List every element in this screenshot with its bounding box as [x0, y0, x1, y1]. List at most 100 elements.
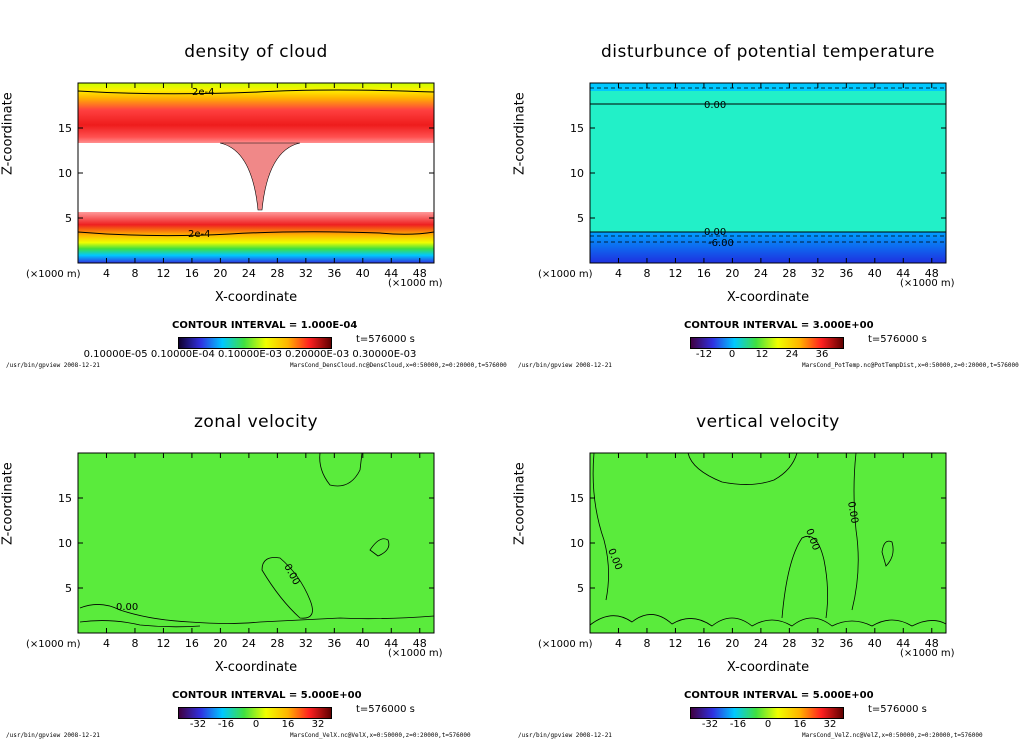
colorbar-label: 0 [252, 719, 260, 730]
panel-potential-temperature: disturbunce of potential temperature 0.0… [512, 0, 1024, 370]
x-tick-label: 12 [156, 637, 170, 650]
x-axis-label: X-coordinate [726, 290, 810, 305]
x-unit-right: (×1000 m) [388, 278, 443, 289]
x-tick-label: 12 [668, 267, 682, 280]
x-tick-label: 20 [213, 267, 227, 280]
colorbar [178, 707, 332, 719]
contour-line [79, 620, 201, 628]
x-tick-label: 8 [643, 267, 650, 280]
plot-area [590, 453, 946, 633]
x-tick-label: 4 [103, 267, 110, 280]
x-tick-label: 20 [213, 637, 227, 650]
x-tick-label: 24 [754, 637, 768, 650]
x-axis-label: X-coordinate [214, 660, 298, 675]
x-tick-label: 24 [242, 637, 256, 650]
contour-label: -6.00 [708, 238, 734, 249]
x-tick-label: 44 [896, 637, 910, 650]
x-tick-label: 28 [270, 637, 284, 650]
x-unit-left: (×1000 m) [538, 639, 593, 650]
contour-label: 2e-4 [192, 87, 215, 98]
y-tick-label: 5 [65, 582, 72, 595]
x-tick-label: 40 [356, 267, 370, 280]
x-tick-label: 12 [668, 637, 682, 650]
footer-right: MarsCond_VelX.nc@VelX,x=0:50000,z=0:2000… [290, 732, 471, 739]
contour-line [592, 452, 609, 601]
contour-interval: CONTOUR INTERVAL = 1.000E-04 [172, 320, 358, 331]
x-unit-left: (×1000 m) [26, 639, 81, 650]
x-tick-label: 28 [782, 637, 796, 650]
x-tick-label: 48 [413, 267, 427, 280]
x-tick-label: 8 [131, 267, 138, 280]
contour-interval: CONTOUR INTERVAL = 5.000E+00 [684, 690, 874, 701]
contour-interval: CONTOUR INTERVAL = 3.000E+00 [684, 320, 874, 331]
footer-right: MarsCond_DensCloud.nc@DensCloud,x=0:5000… [290, 362, 507, 369]
colorbar-label: 32 [823, 719, 837, 730]
footer-left: /usr/bin/gpview 2008-12-21 [518, 362, 612, 369]
contour-line [79, 604, 435, 624]
x-tick-label: 16 [697, 637, 711, 650]
x-tick-label: 24 [242, 267, 256, 280]
lower-band [590, 232, 946, 263]
contour-label: 0.00 [704, 100, 726, 111]
colorbar-label: -16 [729, 719, 747, 730]
x-tick-label: 4 [103, 637, 110, 650]
footer-right: MarsCond_PotTemp.nc@PotTempDist,x=0:5000… [802, 362, 1019, 369]
colorbar-label: -32 [701, 719, 719, 730]
footer-left: /usr/bin/gpview 2008-12-21 [6, 362, 100, 369]
time-label: t=576000 s [356, 704, 415, 715]
contour-line [77, 231, 435, 237]
contour-line [589, 614, 947, 627]
x-tick-label: 48 [925, 637, 939, 650]
colorbar-labels: -12 0 12 24 36 [662, 349, 872, 361]
x-tick-label: 32 [299, 267, 313, 280]
panel-vertical-velocity: vertical velocity 0.00 0.00 0.00 4 8 12 16 2… [512, 370, 1024, 740]
x-tick-label: 48 [925, 267, 939, 280]
colorbar [690, 707, 844, 719]
y-axis-label: Z-coordinate [0, 92, 16, 175]
y-tick-label: 15 [58, 492, 72, 505]
y-axis-label: Z-coordinate [512, 92, 528, 175]
x-unit-left: (×1000 m) [26, 269, 81, 280]
contour-line [781, 535, 828, 619]
colorbar-label: 16 [793, 719, 807, 730]
x-tick-label: 40 [868, 637, 882, 650]
colorbar-label: 36 [815, 349, 829, 360]
x-axis-label: X-coordinate [726, 660, 810, 675]
x-tick-label: 32 [299, 637, 313, 650]
contour-line [77, 89, 435, 95]
colorbar-label: 0 [764, 719, 772, 730]
y-tick-label: 15 [570, 122, 584, 135]
colorbar-labels: -32 -16 0 16 32 [662, 719, 872, 731]
x-tick-label: 4 [615, 637, 622, 650]
time-label: t=576000 s [868, 334, 927, 345]
contour-line [851, 452, 859, 611]
y-tick-label: 15 [58, 122, 72, 135]
x-tick-label: 36 [839, 637, 853, 650]
x-tick-label: 36 [327, 637, 341, 650]
colorbar-label: 16 [281, 719, 295, 730]
x-tick-label: 36 [839, 267, 853, 280]
x-unit-right: (×1000 m) [900, 278, 955, 289]
time-label: t=576000 s [868, 704, 927, 715]
x-tick-label: 44 [384, 267, 398, 280]
x-tick-label: 20 [725, 637, 739, 650]
x-tick-label: 8 [131, 637, 138, 650]
cloud-funnel [219, 142, 301, 211]
y-tick-label: 5 [577, 582, 584, 595]
x-tick-label: 12 [156, 267, 170, 280]
y-tick-label: 15 [570, 492, 584, 505]
x-unit-left: (×1000 m) [538, 269, 593, 280]
contour-line [881, 540, 894, 567]
colorbar-label: 24 [785, 349, 799, 360]
y-tick-label: 10 [570, 537, 584, 550]
x-tick-label: 32 [811, 267, 825, 280]
contour-line [261, 557, 313, 619]
x-tick-label: 48 [413, 637, 427, 650]
plot-svg: 0.00 0.00 0.00 4 8 12 16 20 24 28 32 36 40 44 48510… [570, 452, 947, 650]
y-tick-label: 5 [65, 212, 72, 225]
colorbar-label: 0 [728, 349, 736, 360]
